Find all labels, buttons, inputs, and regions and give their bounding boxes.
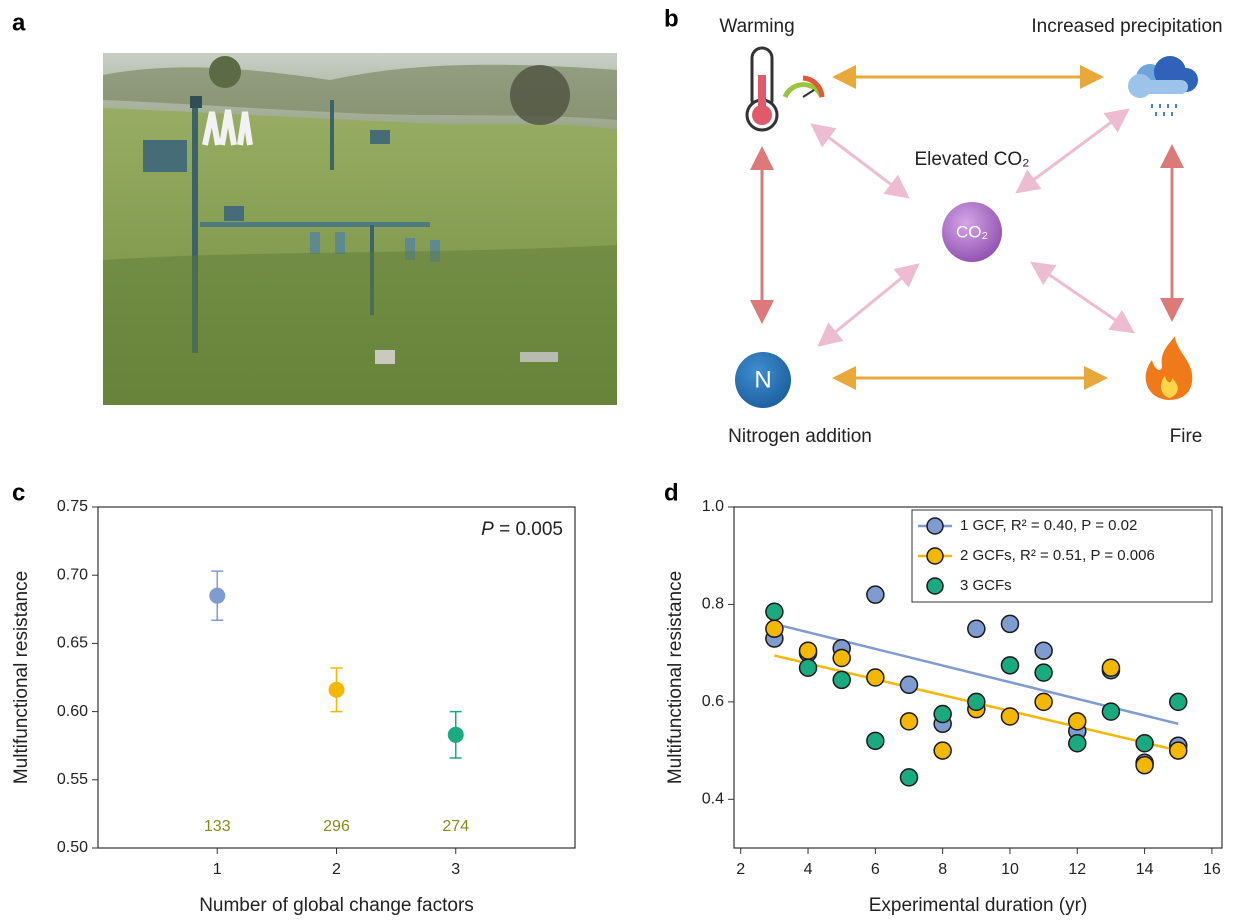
legend-label: 3 GCFs xyxy=(960,577,1012,594)
fire-icon xyxy=(1145,336,1193,400)
x-tick-label: 2 xyxy=(736,861,745,878)
node-label: Warming xyxy=(719,16,794,37)
icon-label: CO₂ xyxy=(956,222,988,241)
point xyxy=(328,681,345,698)
node-label: Elevated CO₂ xyxy=(914,149,1029,170)
point xyxy=(1101,702,1121,721)
point xyxy=(866,668,885,687)
node-label: Fire xyxy=(1170,426,1203,447)
point xyxy=(1034,692,1053,712)
y-tick-label: 0.50 xyxy=(57,839,88,856)
panel-label: b xyxy=(664,5,679,32)
arrow xyxy=(1030,261,1135,334)
icon-label: N xyxy=(754,366,771,393)
point xyxy=(798,641,818,660)
sample-size-label: 296 xyxy=(323,818,350,835)
point xyxy=(447,726,464,743)
legend-marker xyxy=(926,517,944,535)
panel-label: c xyxy=(12,479,25,506)
point xyxy=(899,712,919,731)
point xyxy=(1168,741,1188,760)
plot-frame xyxy=(733,506,1223,849)
co2-icon xyxy=(942,202,1002,262)
y-axis-title: Multifunctional resistance xyxy=(665,571,686,784)
point xyxy=(209,587,226,604)
node-label: Nitrogen addition xyxy=(728,426,872,447)
x-tick-label: 6 xyxy=(871,861,880,878)
y-tick-label: 0.70 xyxy=(57,566,88,583)
point xyxy=(1068,712,1087,731)
node-label: Increased precipitation xyxy=(1031,16,1222,37)
legend-marker xyxy=(926,577,944,595)
x-tick-label: 16 xyxy=(1203,861,1221,878)
x-tick-label: 10 xyxy=(1001,861,1019,878)
point xyxy=(1101,658,1121,678)
point xyxy=(1135,734,1154,753)
point xyxy=(1135,755,1154,775)
y-tick-label: 0.6 xyxy=(702,693,724,710)
point xyxy=(1000,614,1020,634)
point xyxy=(1034,663,1053,682)
legend-label: 1 GCF, R² = 0.40, P = 0.02 xyxy=(960,517,1137,534)
point xyxy=(1034,641,1053,660)
x-tick-label: 3 xyxy=(451,861,460,878)
point xyxy=(967,619,986,639)
x-axis-title: Experimental duration (yr) xyxy=(869,895,1088,916)
y-tick-label: 0.4 xyxy=(702,791,724,808)
x-tick-label: 2 xyxy=(332,861,341,878)
arrow xyxy=(810,123,910,199)
x-tick-label: 1 xyxy=(213,861,222,878)
y-tick-label: 0.60 xyxy=(57,703,88,720)
sample-size-label: 133 xyxy=(204,818,231,835)
point xyxy=(832,670,851,690)
point xyxy=(866,731,885,751)
panel-label: a xyxy=(12,9,26,36)
point xyxy=(1168,692,1188,712)
x-tick-label: 12 xyxy=(1068,861,1086,878)
thermometer-icon xyxy=(745,46,825,132)
point xyxy=(765,619,784,639)
point xyxy=(967,692,986,712)
point xyxy=(1068,734,1087,753)
y-tick-label: 0.55 xyxy=(57,771,88,788)
diagram: Warming Increased precipitation Elevated… xyxy=(719,16,1222,447)
field-photo xyxy=(103,53,617,405)
rain-cloud-icon xyxy=(1128,56,1198,116)
y-tick-label: 0.75 xyxy=(57,498,88,515)
point xyxy=(798,658,818,678)
nitrogen-icon xyxy=(735,352,791,408)
annotation: P = 0.005 xyxy=(481,519,563,540)
point xyxy=(933,704,952,724)
x-tick-label: 14 xyxy=(1136,861,1154,878)
legend-label: 2 GCFs, R² = 0.51, P = 0.006 xyxy=(960,547,1155,564)
legend-marker xyxy=(926,547,944,565)
annotation-italic: P xyxy=(481,519,494,540)
arrow xyxy=(1015,108,1130,194)
x-tick-label: 4 xyxy=(804,861,813,878)
y-tick-label: 1.0 xyxy=(702,498,724,515)
x-tick-label: 8 xyxy=(938,861,947,878)
y-axis-title: Multifunctional resistance xyxy=(11,571,32,784)
annotation-text: = 0.005 xyxy=(494,519,563,540)
point xyxy=(765,602,784,621)
x-axis-title: Number of global change factors xyxy=(199,895,474,916)
point xyxy=(1000,656,1020,675)
panel-label: d xyxy=(664,479,679,506)
arrow xyxy=(817,263,920,347)
y-tick-label: 0.65 xyxy=(57,635,88,652)
sample-size-label: 274 xyxy=(442,818,469,835)
y-tick-label: 0.8 xyxy=(702,596,724,613)
point xyxy=(832,648,851,668)
point xyxy=(899,768,919,787)
point xyxy=(899,675,919,695)
legend-box xyxy=(911,509,1213,603)
point xyxy=(933,741,952,760)
point xyxy=(1000,707,1020,726)
point xyxy=(866,585,885,604)
